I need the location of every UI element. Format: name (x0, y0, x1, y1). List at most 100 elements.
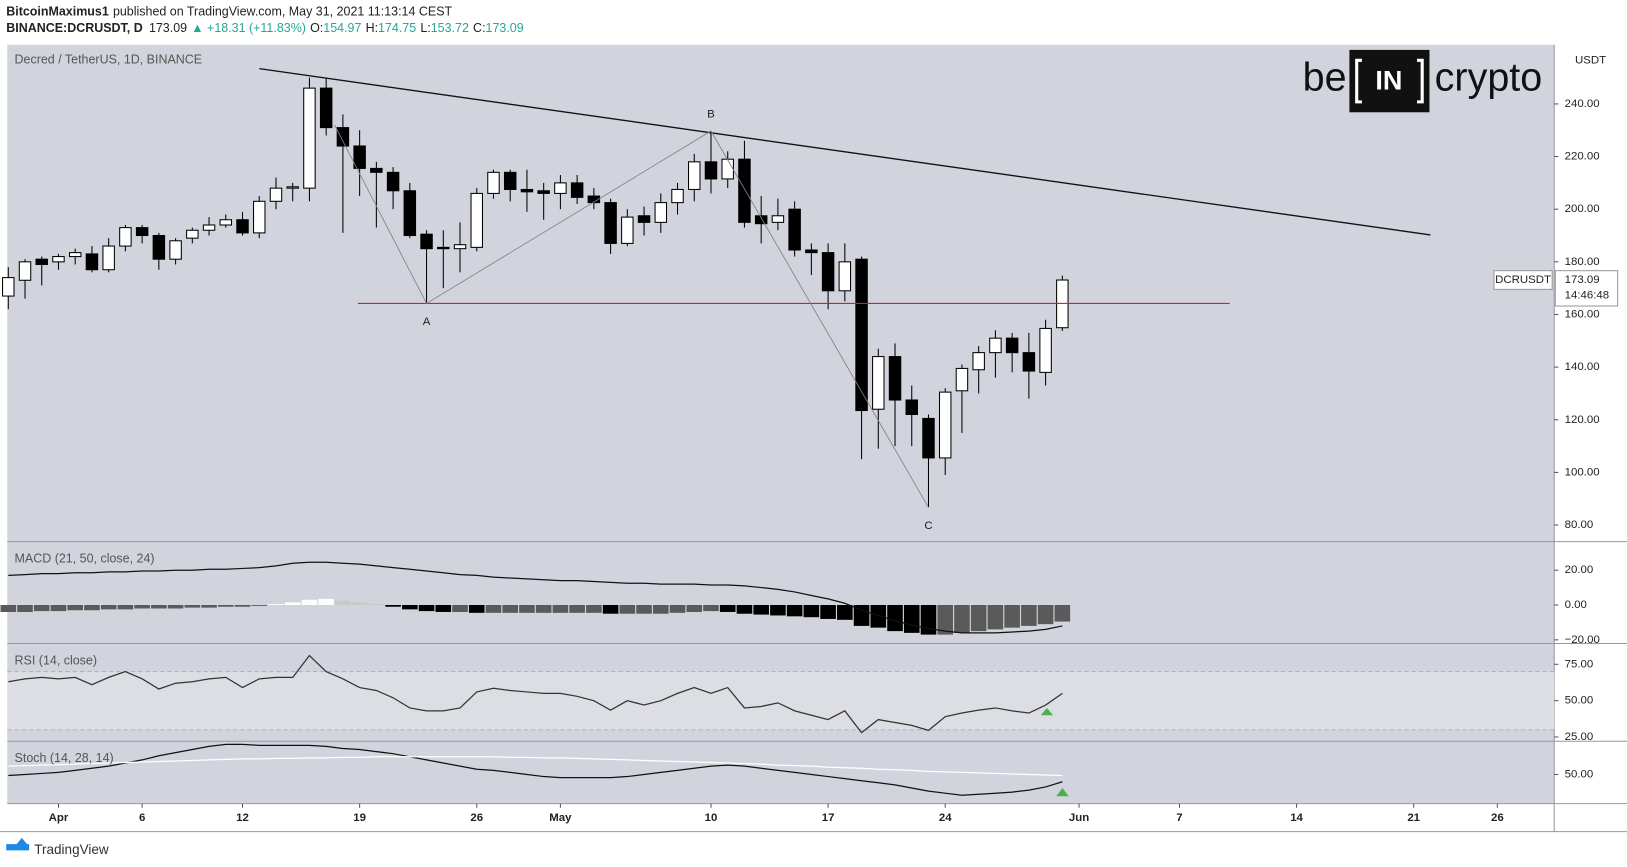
candle-body (688, 161, 701, 190)
x-tick-label: 26 (1491, 812, 1504, 824)
signal-marker (1040, 707, 1054, 716)
macd-bar (753, 605, 769, 615)
candle-body (587, 195, 601, 204)
macd-bar (954, 605, 970, 633)
x-tick-label: 26 (470, 812, 483, 824)
candle-body (872, 356, 885, 410)
price: 173.09 (149, 21, 187, 35)
candle-body (2, 277, 15, 297)
candle-body (520, 188, 534, 193)
macd-bar (686, 605, 703, 612)
macd-bar (569, 605, 585, 613)
l-value: 153.72 (431, 21, 469, 35)
wave-label: B (707, 108, 715, 120)
macd-bar (251, 605, 268, 606)
candle-body (85, 253, 99, 271)
macd-line (8, 561, 1063, 634)
macd-bar (1037, 605, 1054, 625)
candle-body (236, 219, 249, 234)
panel-title: RSI (14, close) (15, 653, 97, 667)
macd-bar (887, 605, 903, 632)
panel-title: MACD (21, 50, close, 24) (15, 552, 155, 566)
macd-bar (669, 605, 686, 613)
x-tick-label: May (549, 812, 572, 824)
macd-bar (385, 605, 401, 607)
symbol-label: DCRUSDT (1495, 274, 1551, 286)
macd-bar (719, 605, 736, 612)
candle-body (704, 161, 718, 180)
candle-body (68, 252, 82, 258)
y-tick-label: 50.00 (1565, 695, 1594, 707)
macd-bar (903, 605, 920, 633)
macd-bar (786, 605, 803, 617)
macd-bar (519, 605, 535, 613)
l-label: L: (420, 21, 430, 35)
y-tick-label: 75.00 (1565, 658, 1594, 670)
macd-bar (636, 605, 652, 614)
y-tick-label: 25.00 (1565, 731, 1594, 743)
macd-bar (117, 605, 134, 610)
trendline (259, 67, 1431, 236)
x-tick-label: 17 (822, 812, 835, 824)
candle-body (152, 234, 166, 260)
y-tick-label: 140.00 (1565, 361, 1600, 373)
y-tick-label: 160.00 (1565, 308, 1600, 320)
candle-body (621, 216, 634, 244)
macd-bar (50, 605, 67, 612)
candle-body (537, 190, 550, 194)
macd-bar (970, 605, 987, 632)
logo-right: crypto (1435, 55, 1543, 99)
candle-body (855, 258, 868, 412)
candle-body (102, 245, 115, 271)
header-line-2: BINANCE:DCRUSDT, D 173.09 ▲ +18.31 (+11.83… (6, 21, 523, 35)
macd-bar (335, 600, 351, 606)
macd-bar (452, 605, 468, 612)
macd-bar (937, 605, 954, 635)
candle-body (186, 229, 199, 239)
y-tick-label: 200.00 (1565, 203, 1600, 215)
candle-body (671, 188, 684, 204)
last-price: 173.09 (1565, 274, 1600, 286)
tradingview-icon (6, 837, 30, 851)
candle-body (788, 208, 801, 251)
x-tick-label: 24 (939, 812, 952, 824)
candle-body (253, 200, 266, 234)
candle-body (353, 145, 366, 169)
macd-bar (368, 604, 385, 606)
x-tick-label: 6 (139, 812, 145, 824)
candle-body (654, 202, 668, 223)
y-tick-label: 50.00 (1565, 768, 1594, 780)
panel-title: Decred / TetherUS, 1D, BINANCE (15, 53, 203, 67)
candle-body (336, 127, 350, 147)
macd-bar (820, 605, 836, 619)
macd-bar (803, 605, 820, 618)
candle-body (52, 256, 65, 263)
candle-body (938, 391, 952, 459)
macd-bar (619, 605, 636, 614)
macd-bar (920, 605, 937, 635)
macd-bar (736, 605, 753, 614)
candle-body (738, 158, 751, 223)
indicator-line (8, 743, 1063, 796)
publisher: BitcoinMaximus1 (6, 5, 109, 19)
candle-body (1022, 352, 1036, 372)
macd-bar (535, 605, 552, 613)
macd-bar (1054, 605, 1071, 622)
signal-marker (1056, 787, 1069, 797)
rsi-band (7, 671, 1555, 730)
wave-label: C (924, 520, 932, 532)
unit-label: USDT (1575, 54, 1606, 66)
macd-bar (502, 605, 519, 613)
macd-bar (853, 605, 870, 626)
macd-bar (167, 605, 184, 609)
macd-bar (402, 605, 418, 610)
x-tick-label: 14 (1290, 812, 1303, 824)
macd-bar (84, 605, 100, 611)
indicator-line (8, 654, 1063, 734)
macd-bar (770, 605, 786, 616)
macd-bar (468, 605, 485, 613)
candle-body (487, 171, 500, 194)
y-tick-label: 240.00 (1565, 98, 1600, 110)
